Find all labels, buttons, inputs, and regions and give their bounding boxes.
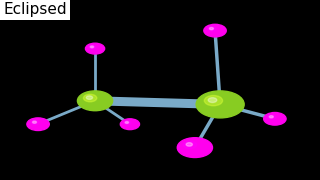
Circle shape <box>89 45 96 49</box>
Circle shape <box>86 96 92 99</box>
Circle shape <box>33 121 36 123</box>
Circle shape <box>85 43 105 54</box>
Circle shape <box>27 118 49 130</box>
Circle shape <box>77 91 113 111</box>
Circle shape <box>88 45 104 54</box>
Circle shape <box>177 138 212 158</box>
Circle shape <box>268 115 276 120</box>
Circle shape <box>204 24 226 37</box>
Circle shape <box>196 91 244 118</box>
Circle shape <box>30 120 49 130</box>
Circle shape <box>208 26 216 31</box>
Circle shape <box>84 94 97 102</box>
Circle shape <box>208 98 217 103</box>
Circle shape <box>124 121 131 125</box>
Circle shape <box>183 141 196 149</box>
Circle shape <box>269 116 273 118</box>
Circle shape <box>82 93 112 110</box>
Circle shape <box>31 120 39 125</box>
Circle shape <box>90 46 94 48</box>
Circle shape <box>267 114 285 125</box>
Circle shape <box>202 94 243 117</box>
Circle shape <box>120 119 140 130</box>
Circle shape <box>123 120 139 129</box>
Circle shape <box>264 112 286 125</box>
Text: Eclipsed: Eclipsed <box>3 2 67 17</box>
Circle shape <box>186 143 192 146</box>
Circle shape <box>125 122 129 123</box>
Circle shape <box>182 140 212 157</box>
Circle shape <box>210 28 213 30</box>
Circle shape <box>207 26 226 37</box>
Circle shape <box>204 95 223 106</box>
